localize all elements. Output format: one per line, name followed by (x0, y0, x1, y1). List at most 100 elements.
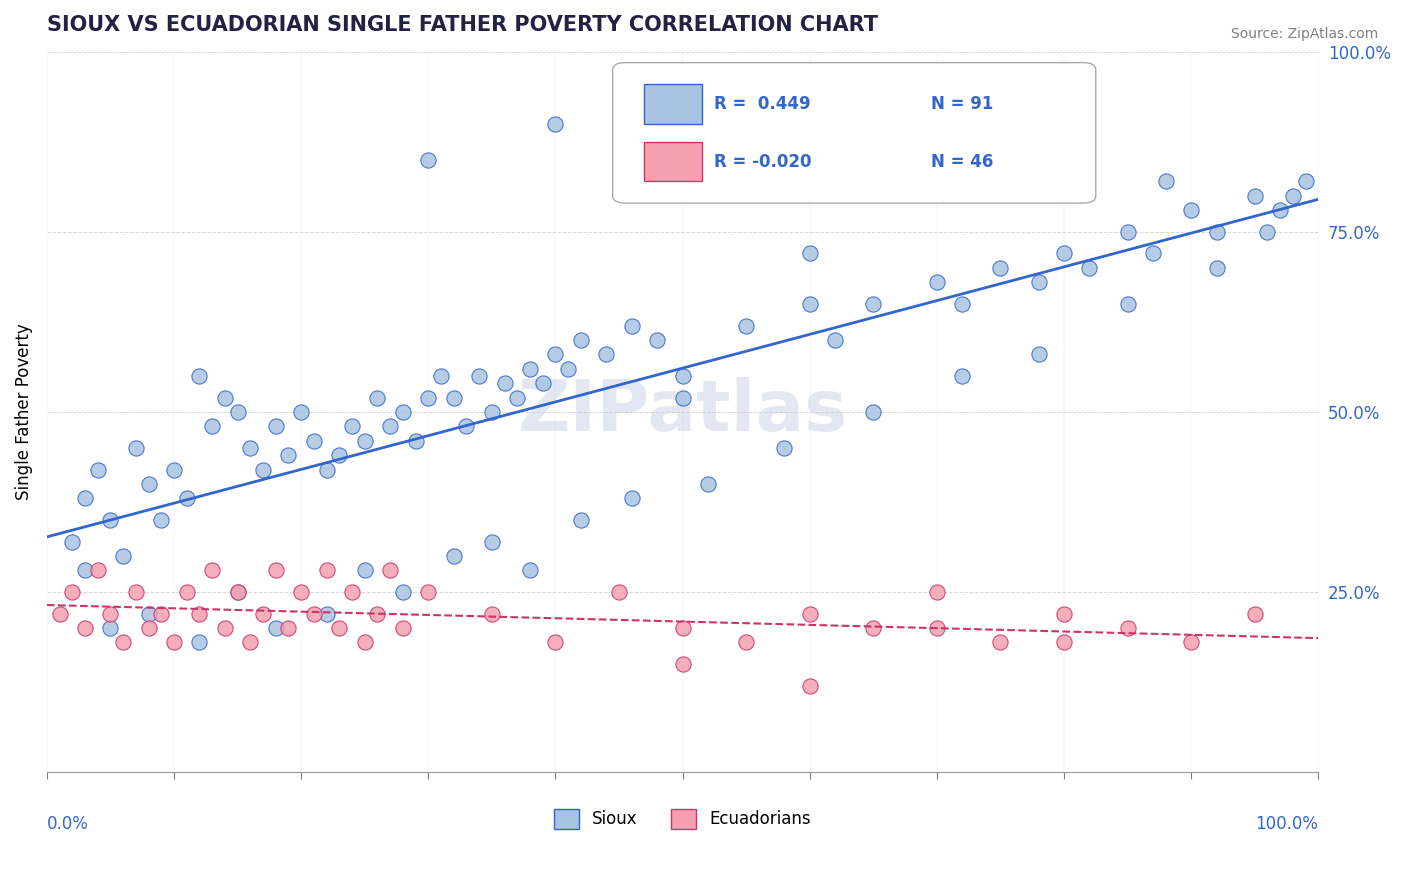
Point (1154, 174, 1177, 188)
Point (239, 441, 262, 455)
Point (60, 534, 83, 549)
Point (226, 585, 249, 599)
Point (671, 368, 693, 383)
Point (100, 513, 122, 527)
Point (353, 434, 375, 448)
Point (73, 563, 96, 577)
Point (378, 419, 401, 434)
Point (735, 318, 758, 333)
Point (392, 405, 415, 419)
Point (392, 621, 415, 635)
FancyBboxPatch shape (613, 62, 1095, 203)
Point (201, 419, 224, 434)
Point (315, 563, 337, 577)
Point (862, 621, 884, 635)
Point (799, 246, 821, 260)
Point (405, 434, 427, 448)
Text: R = -0.020: R = -0.020 (714, 153, 811, 171)
Point (1053, 635, 1076, 649)
Point (290, 405, 312, 419)
Point (950, 297, 973, 311)
Point (1142, 246, 1164, 260)
Point (125, 585, 148, 599)
Point (252, 462, 274, 476)
Point (1243, 189, 1265, 203)
Point (773, 441, 796, 455)
Point (1053, 607, 1076, 621)
Point (1078, 260, 1101, 275)
Point (163, 635, 186, 649)
Point (264, 563, 287, 577)
Point (138, 477, 160, 491)
Point (138, 607, 160, 621)
Point (990, 131, 1012, 145)
Point (315, 462, 337, 476)
Point (1243, 607, 1265, 621)
Point (799, 679, 821, 693)
Point (252, 607, 274, 621)
Point (481, 534, 503, 549)
Text: N = 46: N = 46 (931, 153, 993, 171)
Point (277, 448, 299, 462)
Point (340, 419, 363, 434)
Point (290, 585, 312, 599)
Point (697, 477, 720, 491)
Point (607, 585, 630, 599)
Legend: Sioux, Ecuadorians: Sioux, Ecuadorians (547, 802, 818, 836)
Point (557, 361, 579, 376)
Point (620, 318, 643, 333)
Point (264, 419, 287, 434)
Point (87, 462, 110, 476)
Point (214, 391, 236, 405)
Point (569, 333, 592, 347)
Point (494, 376, 516, 391)
Point (277, 621, 299, 635)
Point (456, 419, 478, 434)
Point (1205, 225, 1227, 239)
Point (112, 635, 135, 649)
Point (925, 275, 948, 289)
Point (1295, 174, 1317, 188)
Point (48, 607, 70, 621)
Point (366, 391, 388, 405)
Point (226, 585, 249, 599)
Point (1116, 621, 1139, 635)
Text: 100.0%: 100.0% (1256, 815, 1319, 833)
Point (125, 441, 148, 455)
Point (73, 621, 96, 635)
Point (188, 635, 211, 649)
Point (392, 585, 415, 599)
Point (1282, 189, 1305, 203)
Point (201, 563, 224, 577)
Point (544, 635, 567, 649)
Point (112, 549, 135, 563)
Point (799, 297, 821, 311)
Point (366, 607, 388, 621)
Point (519, 361, 541, 376)
Point (671, 391, 693, 405)
Point (138, 621, 160, 635)
Point (1256, 225, 1278, 239)
Point (60, 585, 83, 599)
Point (378, 563, 401, 577)
Point (418, 391, 440, 405)
Point (1053, 246, 1076, 260)
Point (340, 585, 363, 599)
Point (671, 621, 693, 635)
Point (620, 491, 643, 506)
Point (645, 333, 668, 347)
Point (188, 607, 211, 621)
Point (353, 635, 375, 649)
Point (100, 607, 122, 621)
Point (239, 635, 262, 649)
Text: R =  0.449: R = 0.449 (714, 95, 811, 113)
Point (595, 347, 617, 361)
Point (925, 621, 948, 635)
Point (925, 585, 948, 599)
Point (100, 621, 122, 635)
Point (481, 405, 503, 419)
Point (544, 347, 567, 361)
Point (468, 368, 491, 383)
Point (150, 607, 173, 621)
Point (163, 462, 186, 476)
